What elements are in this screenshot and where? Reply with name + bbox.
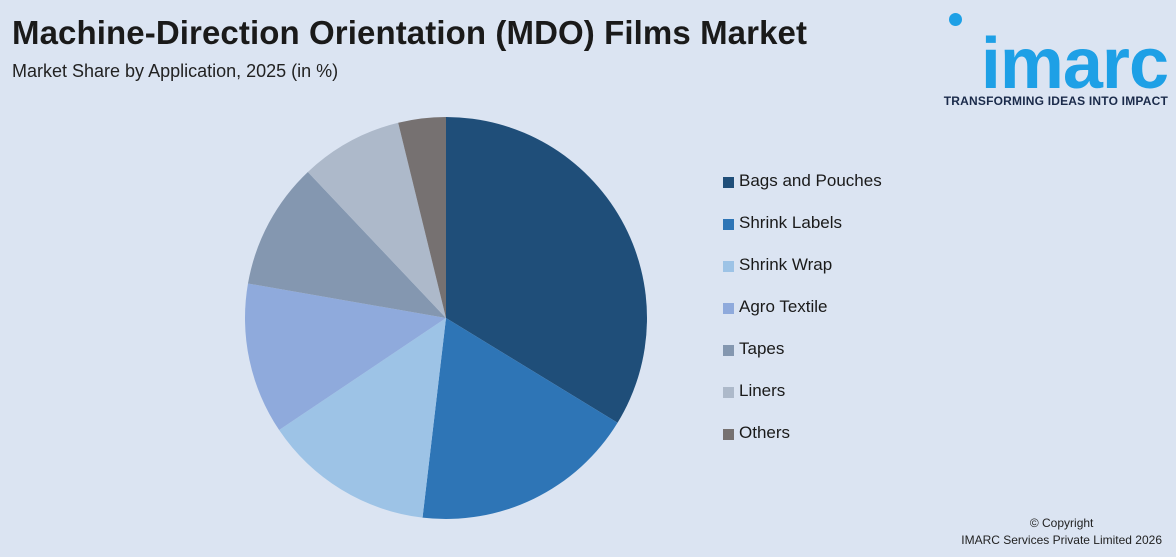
copyright-line-2: IMARC Services Private Limited 2026 [961, 533, 1162, 547]
legend-swatch [723, 387, 734, 398]
legend-item: Bags and Pouches [723, 171, 882, 213]
legend-label: Bags and Pouches [739, 171, 882, 190]
imarc-logo: imarc TRANSFORMING IDEAS INTO IMPACT [943, 10, 1169, 110]
legend-item: Others [723, 423, 882, 465]
pie-slices [245, 117, 647, 519]
logo-tagline: TRANSFORMING IDEAS INTO IMPACT [943, 94, 1168, 108]
legend-label: Shrink Wrap [739, 255, 833, 274]
copyright-line-1: © Copyright [1029, 516, 1094, 530]
legend-label: Shrink Labels [739, 213, 843, 232]
legend-item: Tapes [723, 339, 882, 381]
chart-subtitle: Market Share by Application, 2025 (in %) [12, 61, 339, 81]
legend-item: Shrink Labels [723, 213, 882, 255]
logo-wordmark: imarc [980, 24, 1169, 104]
pie-slice-tapes [247, 171, 446, 318]
legend-swatch [723, 345, 734, 356]
pie-slice-agro-textile [245, 283, 446, 431]
legend-label: Agro Textile [739, 297, 828, 316]
legend-swatch [723, 429, 734, 440]
legend-item: Agro Textile [723, 297, 882, 339]
pie-slice-others [398, 117, 446, 318]
legend-swatch [723, 219, 734, 230]
legend-label: Liners [739, 381, 786, 400]
pie-slice-bags-and-pouches [446, 117, 647, 423]
legend-item: Shrink Wrap [723, 255, 882, 297]
legend-item: Liners [723, 381, 882, 423]
legend-swatch [723, 261, 734, 272]
legend-label: Tapes [739, 339, 785, 358]
legend-swatch [723, 303, 734, 314]
pie-slice-shrink-labels [422, 318, 618, 519]
legend-label: Others [739, 423, 791, 442]
chart-title: Machine-Direction Orientation (MDO) Film… [12, 14, 808, 51]
copyright-notice: © Copyright IMARC Services Private Limit… [961, 515, 1162, 549]
legend-swatch [723, 177, 734, 188]
pie-slice-shrink-wrap [279, 318, 446, 518]
chart-legend: Bags and Pouches Shrink Labels Shrink Wrap… [723, 171, 882, 465]
pie-slice-liners [307, 122, 446, 318]
logo-dot [949, 13, 962, 26]
